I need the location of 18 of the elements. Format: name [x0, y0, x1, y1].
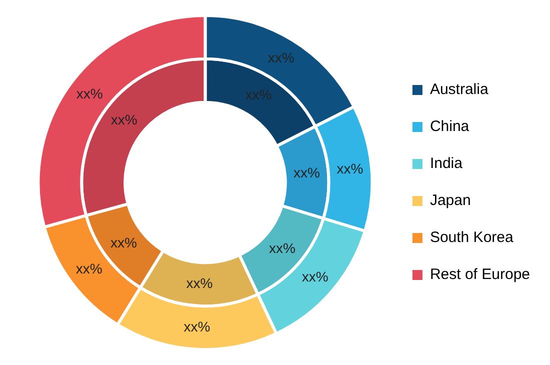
data-label: xx% [268, 49, 294, 66]
legend-label: India [430, 155, 464, 172]
data-label: xx% [76, 260, 102, 277]
data-label: xx% [184, 318, 210, 334]
legend-label: Japan [430, 192, 471, 210]
legend-label: Australia [430, 81, 489, 98]
legend-label: South Korea [430, 229, 514, 246]
data-label: xx% [245, 86, 272, 102]
data-label: xx% [110, 112, 138, 128]
data-label: xx% [76, 85, 103, 102]
data-label: xx% [186, 275, 213, 292]
data-label: xx% [110, 234, 137, 251]
data-label: xx% [269, 240, 296, 256]
data-label: xx% [293, 164, 320, 180]
legend-label: Rest of Europe [430, 266, 530, 284]
data-label: xx% [302, 268, 328, 284]
legend-label: China [430, 118, 470, 136]
data-label: xx% [336, 160, 364, 177]
